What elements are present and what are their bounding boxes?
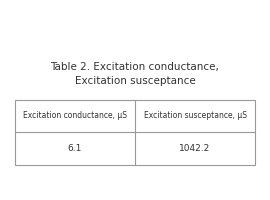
Bar [15, 100, 255, 165]
Text: Table 2. Excitation conductance,
Excitation susceptance: Table 2. Excitation conductance, Excitat… [50, 62, 220, 86]
Text: 6.1: 6.1 [68, 144, 82, 153]
Text: Excitation conductance, μS: Excitation conductance, μS [23, 112, 127, 120]
Text: 1042.2: 1042.2 [179, 144, 211, 153]
Text: Excitation susceptance, μS: Excitation susceptance, μS [143, 112, 247, 120]
